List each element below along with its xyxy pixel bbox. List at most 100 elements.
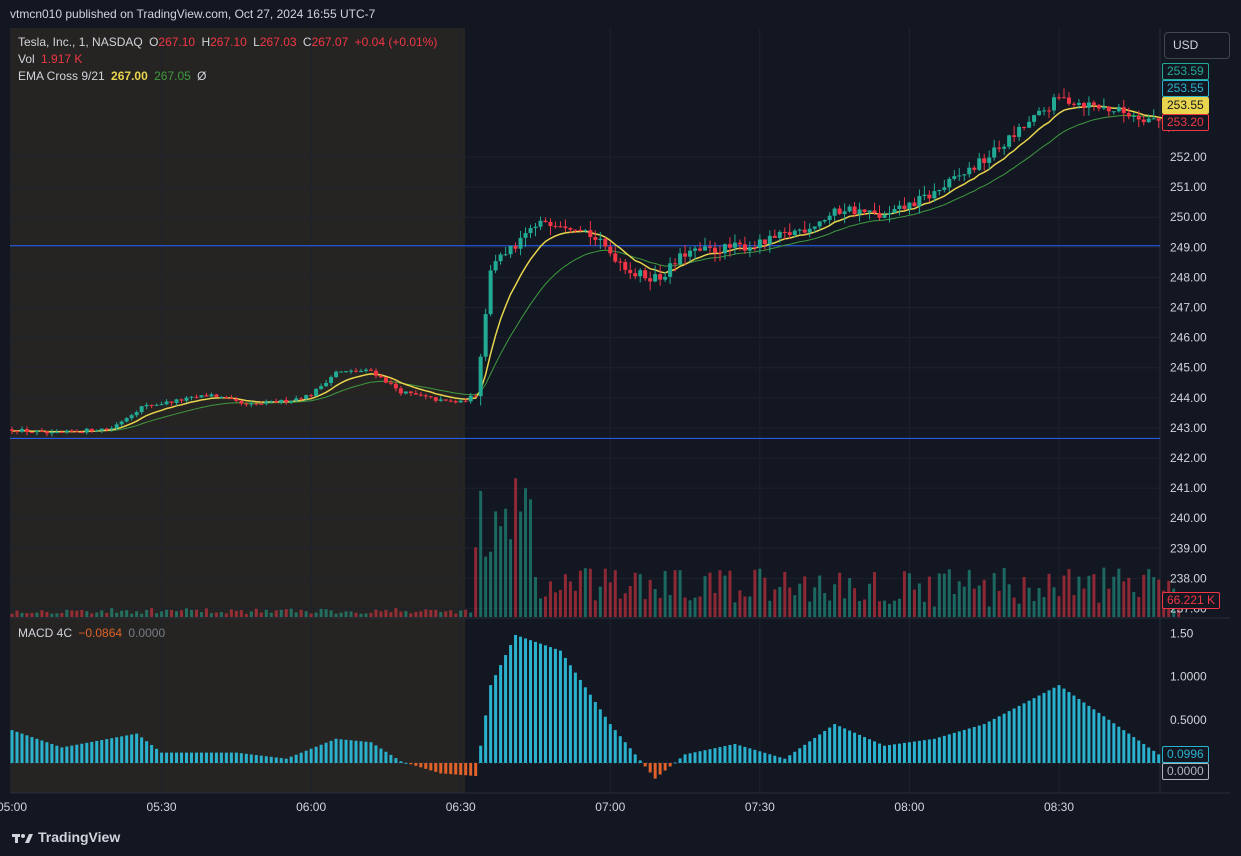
candle-body — [324, 382, 329, 387]
brand-logo[interactable]: TradingView — [12, 829, 120, 845]
macd-bar — [45, 742, 49, 763]
price-tick-label: 251.00 — [1170, 180, 1207, 194]
macd-bar — [912, 741, 916, 763]
volume-bar — [50, 613, 54, 617]
macd-bar — [105, 739, 109, 763]
volume-bar — [199, 612, 203, 617]
candle-body — [693, 248, 698, 251]
candle-body — [84, 428, 89, 433]
candle-body — [1146, 118, 1151, 123]
macd-bar — [703, 750, 707, 763]
candle-body — [628, 269, 633, 274]
candle-body — [184, 397, 189, 401]
candle-body — [703, 246, 708, 251]
currency-button[interactable]: USD — [1164, 32, 1230, 59]
macd-zero: 0.0000 — [128, 626, 166, 640]
volume-bar — [120, 610, 124, 617]
candle-body — [488, 270, 493, 315]
macd-bar — [878, 743, 882, 763]
volume-bar — [259, 612, 263, 617]
macd-bar — [289, 756, 293, 763]
ema-extra: Ø — [197, 69, 207, 83]
candle-body — [219, 396, 224, 398]
macd-bar — [598, 709, 602, 763]
macd-bar — [249, 754, 253, 763]
volume-bars — [10, 478, 1181, 617]
volume-bar — [434, 609, 438, 617]
candle-body — [822, 220, 827, 222]
volume-bar — [444, 611, 448, 617]
volume-bar — [504, 508, 508, 617]
candle-body — [144, 404, 149, 407]
volume-bar — [249, 611, 253, 617]
price-tag: 253.55 — [1162, 97, 1209, 114]
candle-body — [423, 395, 428, 397]
candle-body — [937, 189, 942, 192]
volume-bar — [828, 600, 832, 617]
macd-bar — [369, 742, 373, 763]
candle-body — [174, 399, 179, 403]
candle-body — [478, 356, 483, 397]
volume-legend[interactable]: Vol 1.917 K — [18, 52, 85, 66]
macd-bar — [673, 762, 677, 764]
candle-body — [373, 370, 378, 376]
volume-bar — [922, 601, 926, 617]
macd-bar — [1082, 702, 1086, 763]
candle-body — [119, 421, 124, 425]
volume-bar — [1067, 568, 1071, 617]
macd-bar — [927, 739, 931, 763]
macd-bar — [863, 737, 867, 763]
candle-body — [558, 226, 563, 228]
candle-body — [538, 220, 543, 227]
macd-bar — [758, 751, 762, 763]
candle-body — [294, 398, 299, 401]
volume-bar — [170, 610, 174, 617]
high-value: 267.10 — [210, 35, 247, 49]
candle-body — [10, 429, 14, 431]
macd-bar — [234, 752, 238, 763]
volume-bar — [573, 590, 577, 617]
volume-bar — [189, 609, 193, 617]
volume-bar — [833, 584, 837, 617]
macd-bar — [130, 734, 134, 763]
macd-bar — [1027, 700, 1031, 763]
volume-bar — [45, 611, 49, 617]
macd-bar — [643, 763, 647, 767]
volume-bar — [1077, 576, 1081, 617]
volume-bar — [294, 612, 298, 617]
candle-body — [588, 230, 593, 238]
symbol-legend[interactable]: Tesla, Inc., 1, NASDAQ O267.10 H267.10 L… — [18, 35, 440, 49]
macd-bar — [603, 716, 607, 763]
volume-bar — [354, 612, 358, 617]
candle-body — [383, 377, 388, 383]
macd-bar — [464, 763, 468, 776]
macd-bar — [1097, 712, 1101, 763]
macd-bar — [608, 724, 612, 763]
volume-bar — [1152, 577, 1156, 617]
candle-body — [623, 262, 628, 270]
ema-slow-value: 267.05 — [154, 69, 191, 83]
change-value: +0.04 (+0.01%) — [354, 35, 438, 49]
volume-bar — [703, 576, 707, 617]
volume-bar — [648, 579, 652, 617]
macd-legend[interactable]: MACD 4C −0.0864 0.0000 — [18, 626, 168, 640]
macd-bar — [85, 742, 89, 763]
volume-bar — [150, 608, 154, 617]
candle-body — [593, 237, 598, 240]
volume-bar — [1042, 597, 1046, 617]
candle-body — [1022, 126, 1027, 128]
macd-bar — [1152, 750, 1156, 763]
volume-bar — [962, 586, 966, 617]
candle-body — [229, 397, 234, 400]
candle-body — [24, 429, 29, 432]
candle-body — [772, 235, 777, 238]
candle-body — [1081, 103, 1086, 108]
macd-bar — [165, 752, 169, 763]
ema-legend[interactable]: EMA Cross 9/21 267.00 267.05 Ø — [18, 69, 209, 83]
macd-bar — [135, 733, 139, 763]
ema-slow-line — [12, 114, 1179, 433]
candle-body — [827, 215, 832, 221]
volume-bar — [239, 610, 243, 617]
publish-line: vtmcn010 published on TradingView.com, O… — [10, 7, 376, 21]
